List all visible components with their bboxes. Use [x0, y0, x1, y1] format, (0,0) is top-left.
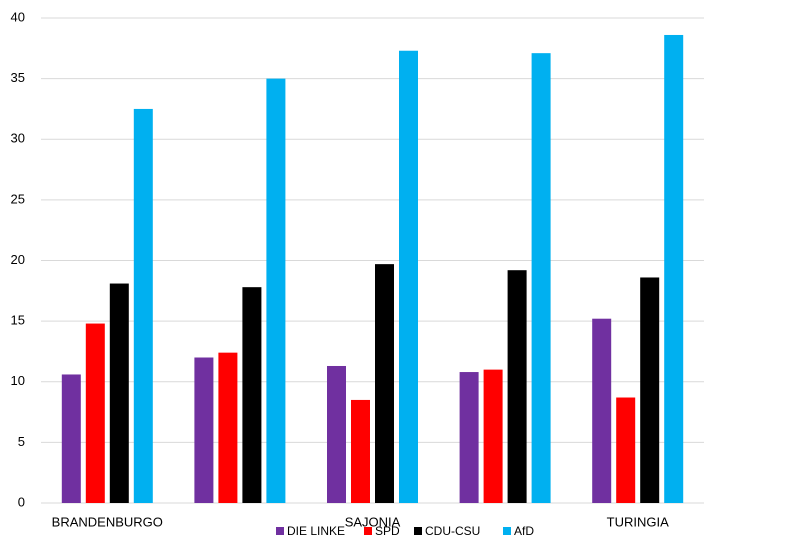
x-tick-label: TURINGIA: [607, 514, 669, 529]
y-tick-label: 35: [11, 70, 25, 85]
y-tick-label: 20: [11, 252, 25, 267]
y-tick-label: 15: [11, 313, 25, 328]
legend-swatch: [414, 527, 422, 535]
bar: [85, 323, 105, 503]
y-tick-label: 0: [18, 494, 25, 509]
bar: [242, 287, 262, 503]
legend-label: SPD: [375, 524, 400, 538]
bar: [616, 397, 636, 503]
y-tick-label: 40: [11, 9, 25, 24]
bar: [109, 283, 129, 503]
legend-label: DIE LINKE: [287, 524, 345, 538]
bar: [194, 357, 214, 503]
y-tick-label: 30: [11, 131, 25, 146]
bar: [61, 374, 81, 503]
bar: [133, 108, 153, 503]
bar: [640, 277, 660, 503]
legend-swatch: [276, 527, 284, 535]
bar: [399, 50, 418, 504]
bar: [266, 78, 286, 503]
bar: [218, 352, 238, 503]
x-tick-label: BRANDENBURGO: [52, 514, 163, 529]
bar: [375, 264, 394, 503]
bar: [327, 365, 346, 503]
legend-label: AfD: [514, 524, 534, 538]
legend-label: CDU-CSU: [425, 524, 480, 538]
bar: [531, 53, 551, 503]
bar: [592, 318, 612, 503]
x-tick-label: SAJONIA: [345, 514, 401, 529]
y-tick-label: 10: [11, 373, 25, 388]
bar: [459, 372, 479, 503]
legend-swatch: [503, 527, 511, 535]
bar: [483, 369, 503, 503]
y-tick-label: 5: [18, 434, 25, 449]
legend-swatch: [364, 527, 372, 535]
bar: [664, 34, 684, 503]
bar: [351, 399, 370, 503]
bar: [507, 270, 527, 503]
y-tick-label: 25: [11, 191, 25, 206]
